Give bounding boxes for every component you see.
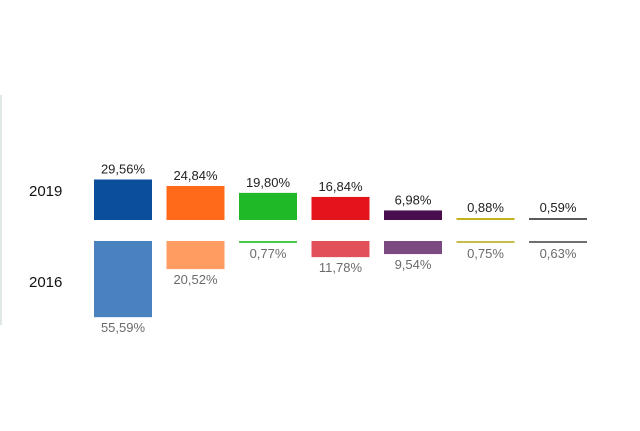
bar-2019-0 xyxy=(94,179,152,220)
value-label-2016-4: 9,54% xyxy=(395,257,432,272)
bar-value-labels: 29,56% 24,84% 19,80% 16,84% 6,98% 0,88% 0,59% 5… xyxy=(101,162,577,336)
value-label-2019-0: 29,56% xyxy=(101,162,146,177)
bar-2019-3 xyxy=(311,196,370,220)
bar-2019-1 xyxy=(166,185,225,220)
value-label-2019-6: 0,59% xyxy=(540,200,577,215)
bars-2019 xyxy=(94,179,587,220)
value-label-2016-0: 55,59% xyxy=(101,320,146,335)
value-label-2019-1: 24,84% xyxy=(173,168,218,183)
bar-2019-6 xyxy=(529,218,587,220)
left-edge-line xyxy=(0,95,2,325)
bar-2019-4 xyxy=(384,210,442,220)
bars-2016 xyxy=(94,241,587,318)
value-label-2019-2: 19,80% xyxy=(246,175,291,190)
value-label-2019-5: 0,88% xyxy=(467,200,504,215)
value-label-2019-3: 16,84% xyxy=(318,179,363,194)
value-label-2016-5: 0,75% xyxy=(467,246,504,261)
bar-2016-2 xyxy=(239,241,297,243)
value-label-2016-2: 0,77% xyxy=(250,246,287,261)
bar-2016-1 xyxy=(166,241,225,270)
value-label-2016-6: 0,63% xyxy=(540,246,577,261)
value-label-2016-1: 20,52% xyxy=(173,272,218,287)
year-label-2019: 2019 xyxy=(29,183,62,200)
bar-2016-0 xyxy=(94,241,152,318)
bar-2019-2 xyxy=(239,192,297,220)
bar-2016-3 xyxy=(311,241,370,258)
value-label-2019-4: 6,98% xyxy=(395,192,432,207)
bar-2016-5 xyxy=(456,241,515,243)
bar-2016-6 xyxy=(529,241,587,243)
value-label-2016-3: 11,78% xyxy=(319,260,363,275)
bar-2019-5 xyxy=(456,218,515,220)
bar-2016-4 xyxy=(384,241,442,255)
year-label-2016: 2016 xyxy=(29,274,62,291)
